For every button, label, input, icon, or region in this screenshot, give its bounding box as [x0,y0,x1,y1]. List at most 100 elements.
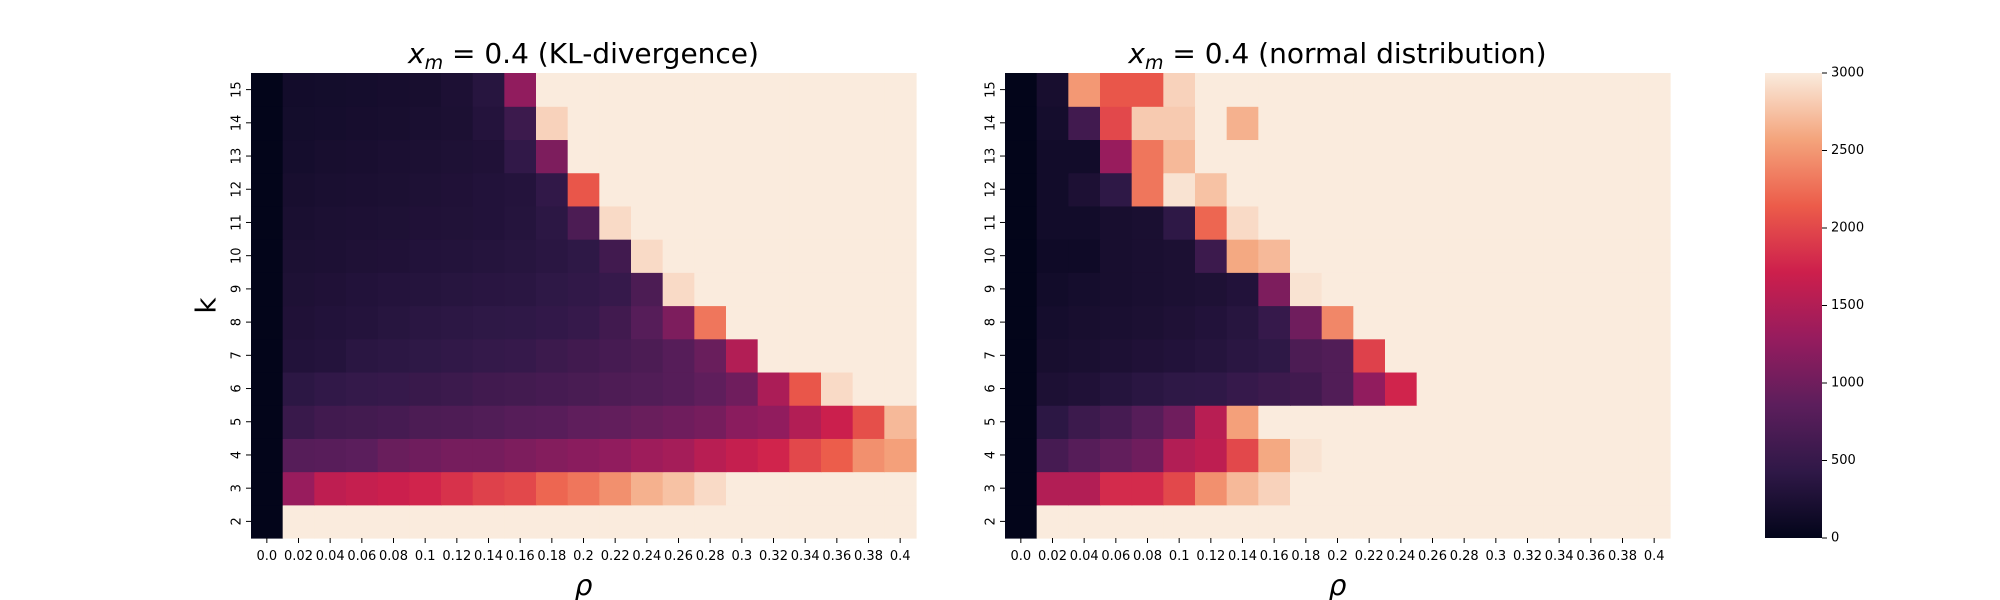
heatmap-cell [472,73,505,107]
heatmap-cell [1195,338,1228,373]
heatmap-cell [1163,438,1196,473]
heatmap-cell [314,504,347,539]
heatmap-cell [1100,239,1133,273]
heatmap-cell [567,338,600,373]
heatmap-cell [504,371,537,406]
heatmap-cell [1100,73,1133,107]
heatmap-cell [1480,371,1513,406]
heatmap-cell [852,305,885,340]
heatmap-cell [1606,172,1639,207]
heatmap-cell [1321,504,1354,539]
heatmap-cell [472,338,505,373]
heatmap-cell [1638,205,1671,240]
heatmap-cell [789,471,822,506]
heatmap-cell [1258,272,1291,307]
heatmap-cell [821,504,854,539]
heatmap-cell [1226,172,1259,207]
title-rest: = 0.4 (KL-divergence) [443,37,759,70]
heatmap-cell [346,139,379,174]
heatmap-cell [631,504,664,539]
heatmap-cell [1321,73,1354,107]
heatmap-cell [567,371,600,406]
heatmap-cell [694,106,727,141]
heatmap-cell [504,504,537,539]
heatmap-cell [567,405,600,439]
heatmap-cell [1321,338,1354,373]
heatmap-cell [631,471,664,506]
heatmap-cell [1036,106,1069,141]
heatmap-cell [314,338,347,373]
heatmap-cell [1321,305,1354,340]
heatmap-cell [1606,305,1639,340]
heatmap-cell [282,305,315,340]
heatmap-cell [1385,471,1418,506]
heatmap-cell [1226,405,1259,439]
x-tick-label: 0.08 [379,549,408,564]
heatmap-cell [1480,172,1513,207]
heatmap-cell [1448,438,1481,473]
colorbar-tick-label: 2500 [1831,143,1864,158]
heatmap-cell [472,172,505,207]
heatmap-cell [1416,438,1449,473]
colorbar-tick-label: 1500 [1831,298,1864,313]
heatmap-cell [282,73,315,107]
heatmap-cell [1448,172,1481,207]
heatmap-cell [1163,106,1196,141]
heatmap-cell [1638,405,1671,439]
heatmap-cell [789,239,822,273]
heatmap-cell [789,272,822,307]
heatmap-cell [441,305,474,340]
title-subscript: m [1145,52,1164,74]
heatmap-cell [377,405,410,439]
heatmap-cell [726,106,759,141]
heatmap-cell [599,471,632,506]
heatmap-cell [282,139,315,174]
heatmap-cell [567,305,600,340]
heatmap-cell [346,172,379,207]
heatmap-cell [1543,438,1576,473]
heatmap-cell [1511,73,1544,107]
heatmap-cell [441,471,474,506]
heatmap-cell [1005,73,1038,107]
heatmap-cell [789,205,822,240]
heatmap-cell [1543,305,1576,340]
heatmap-cell [1511,172,1544,207]
heatmap-cell [1163,504,1196,539]
heatmap-cell [1131,106,1164,141]
x-tick-label: 0.2 [1327,549,1348,564]
heatmap-cell [1258,106,1291,141]
heatmap-cell [1321,205,1354,240]
x-tick-label: 0.36 [1576,549,1605,564]
heatmap-cell [599,371,632,406]
x-tick-label: 0.28 [1450,549,1479,564]
heatmap-cell [852,106,885,141]
heatmap-cell [1290,371,1323,406]
heatmap-cell [662,139,695,174]
chart-title: xm = 0.4 (normal distribution) [1127,37,1546,74]
heatmap-cell [314,471,347,506]
heatmap-cell [694,438,727,473]
heatmap-cell [1543,504,1576,539]
heatmap-cell [1131,305,1164,340]
heatmap-cell [1163,272,1196,307]
heatmap-cell [884,172,917,207]
heatmap-cell [1416,272,1449,307]
heatmap-cell [1258,371,1291,406]
heatmap-cell [757,239,790,273]
y-tick-label: 14 [984,115,999,132]
heatmap-cell [852,272,885,307]
heatmap-cell [852,139,885,174]
heatmap-cell [789,305,822,340]
heatmap-cell [409,405,442,439]
heatmap-cell [536,205,569,240]
heatmap-cell [757,471,790,506]
heatmap-cell [1226,338,1259,373]
x-tick-label: 0.4 [1644,549,1665,564]
x-tick-label: 0.32 [759,549,788,564]
heatmap-cell [346,272,379,307]
heatmap-cell [1226,239,1259,273]
y-tick-label: 6 [984,384,999,392]
heatmap-cell [1068,73,1101,107]
heatmap-cell [1036,504,1069,539]
heatmap-cell [1511,272,1544,307]
